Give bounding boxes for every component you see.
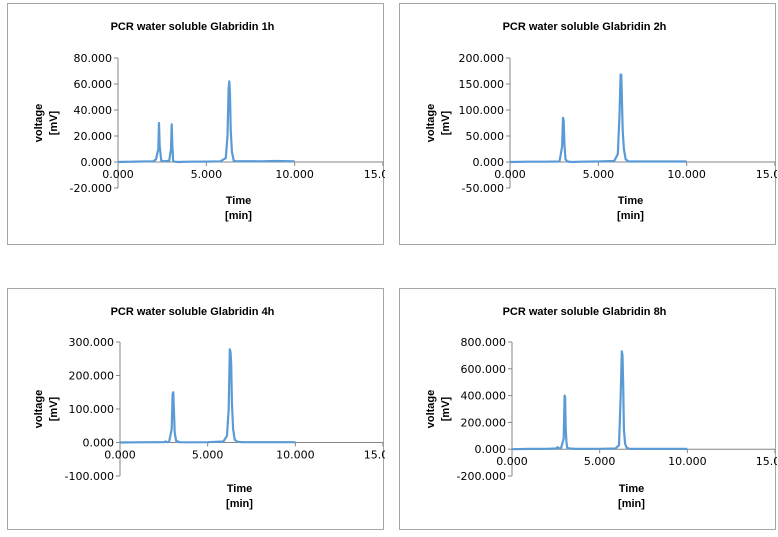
chart-panel-8h: PCR water soluble Glabridin 8h -200.000 0.… [399,288,777,530]
series-line [119,348,296,444]
y-axis-title: [mV] [440,396,452,421]
chart-title: PCR water soluble Glabridin 2h [503,21,667,33]
x-tick-label: 5.000 [192,449,224,462]
x-axis-title: Time [618,195,643,207]
x-tick-label: 0.000 [496,455,528,468]
y-tick-label: -50.000 [462,182,504,195]
y-tick-label: -200.000 [457,470,506,483]
x-tick-label: 10.000 [276,449,315,462]
x-tick-label: 5.000 [584,455,616,468]
x-tick-label: 10.000 [275,168,314,181]
x-axis-title: [min] [617,210,644,222]
series-line [117,80,295,164]
y-tick-label: 40.000 [74,104,113,117]
x-tick-label: 15.000 [756,168,777,181]
chart-svg: PCR water soluble Glabridin 4h -100.000 0.… [33,306,385,510]
y-tick-label: 20.000 [74,130,113,143]
y-tick-label: 0.000 [473,156,505,169]
y-axis-title: [mV] [48,110,60,135]
chart-title: PCR water soluble Glabridin 1h [111,21,275,33]
chart-svg: PCR water soluble Glabridin 8h -200.000 0.… [425,306,777,510]
y-tick-label: 50.000 [466,130,505,143]
y-axis-title: voltage [425,104,437,143]
x-tick-label: 0.000 [494,168,526,181]
x-tick-label: 0.000 [104,449,136,462]
y-tick-label: 150.000 [459,78,505,91]
y-tick-label: 200.000 [461,416,507,429]
y-tick-label: 0.000 [83,437,115,450]
chart-panel-2h: PCR water soluble Glabridin 2h -50.000 0.0… [399,3,777,245]
x-tick-label: 15.000 [364,449,385,462]
y-axis-title: voltage [425,390,437,429]
y-tick-label: 300.000 [69,336,115,349]
y-axis-title: voltage [33,104,45,143]
x-tick-label: 15.000 [364,168,385,181]
x-axis-title: [min] [225,210,252,222]
y-tick-label: 60.000 [74,78,113,91]
x-axis-title: Time [226,195,251,207]
y-axis-title: [mV] [440,110,452,135]
y-tick-label: 200.000 [459,52,505,65]
y-axis-title: voltage [33,390,45,429]
x-tick-label: 0.000 [102,168,134,181]
y-tick-label: -20.000 [70,182,112,195]
y-tick-label: 800.000 [461,336,507,349]
y-tick-label: -100.000 [65,470,114,483]
chart-panel-1h: PCR water soluble Glabridin 1h -20.000 0.0… [7,3,385,245]
chart-title: PCR water soluble Glabridin 4h [111,306,275,318]
x-axis-title: Time [619,483,644,495]
y-tick-label: 400.000 [461,390,507,403]
x-axis-title: [min] [618,498,645,510]
x-axis-title: [min] [226,498,253,510]
x-tick-label: 10.000 [667,168,706,181]
y-axis-title: [mV] [48,396,60,421]
x-axis-title: Time [227,483,252,495]
chart-svg: PCR water soluble Glabridin 2h-50.0000.0… [425,21,777,222]
y-tick-label: 0.000 [81,156,113,169]
chart-svg: PCR water soluble Glabridin 1h-20.0000.0… [33,21,385,222]
chart-panel-4h: PCR water soluble Glabridin 4h -100.000 0.… [7,288,385,530]
y-tick-label: 100.000 [459,104,505,117]
x-tick-label: 5.000 [583,168,615,181]
y-tick-label: 0.000 [475,443,507,456]
y-tick-label: 100.000 [69,403,115,416]
y-tick-label: 80.000 [74,52,113,65]
y-tick-label: 600.000 [461,363,507,376]
series-line [509,73,687,164]
y-tick-label: 200.000 [69,370,115,383]
series-line [511,350,688,451]
x-tick-label: 15.000 [756,455,777,468]
x-tick-label: 10.000 [668,455,707,468]
chart-title: PCR water soluble Glabridin 8h [503,306,667,318]
x-tick-label: 5.000 [191,168,223,181]
